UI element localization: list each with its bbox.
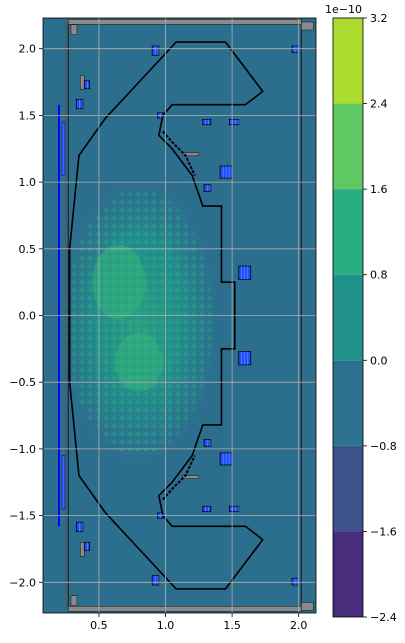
contour-field xyxy=(58,182,219,463)
colorbar-tick-label: 3.2 xyxy=(370,12,388,25)
colorbar-scale-label: 1e−10 xyxy=(325,3,362,16)
y-tick-label: −1.5 xyxy=(9,510,36,523)
colorbar: −2.4 −1.6 −0.8 0.0 0.8 1.6 2.4 3.2 1e−10 xyxy=(325,3,397,624)
y-tick-label: 1.0 xyxy=(19,176,37,189)
bottom-left-block xyxy=(70,595,78,606)
colorbar-tick-label: 0.8 xyxy=(370,269,388,282)
coil-19 xyxy=(291,577,300,586)
colorbar-tick-label: 0.0 xyxy=(370,354,388,367)
upper-pf-stack xyxy=(61,121,66,176)
y-tick-label: −2.0 xyxy=(9,576,36,589)
colorbar-tick-label: −0.8 xyxy=(370,440,397,453)
colorbar-band-2 xyxy=(333,360,363,446)
lower-pf-stack xyxy=(61,455,66,510)
coil-11 xyxy=(203,439,212,447)
colorbar-band-6 xyxy=(333,18,363,104)
coil-1 xyxy=(75,98,84,110)
coil-17 xyxy=(83,541,91,551)
grid-lines xyxy=(43,18,316,613)
x-axis-ticks: 0.5 1.0 1.5 2.0 xyxy=(90,613,307,632)
colorbar-tick-label: 1.6 xyxy=(370,183,388,196)
y-tick-label: −0.5 xyxy=(9,376,36,389)
y-tick-label: 1.5 xyxy=(19,109,37,122)
x-tick-label: 1.5 xyxy=(223,619,241,632)
colorbar-frame xyxy=(332,17,364,618)
colorbar-bands xyxy=(333,18,363,617)
coil-16 xyxy=(75,521,84,533)
y-tick-label: 0.0 xyxy=(19,310,37,323)
coil-0 xyxy=(151,45,160,56)
upper-port-strip xyxy=(79,75,85,90)
coil-2 xyxy=(83,80,91,90)
colorbar-tick-label: 2.4 xyxy=(370,98,388,111)
coil-13 xyxy=(202,505,212,513)
plot-area: 0.5 1.0 1.5 2.0 2.0 1.5 1.0 0.5 0.0 −0.5 −1.0 −1.5… xyxy=(9,17,317,632)
coil-6 xyxy=(291,45,300,54)
coil-5 xyxy=(229,118,240,126)
colorbar-tick-label: −2.4 xyxy=(370,611,397,624)
colorbar-band-4 xyxy=(333,189,363,275)
colorbar-band-1 xyxy=(333,445,363,532)
x-tick-label: 2.0 xyxy=(290,619,308,632)
upper-baffle xyxy=(182,152,200,157)
coil-8 xyxy=(203,184,212,192)
top-right-port xyxy=(301,21,314,31)
colorbar-band-5 xyxy=(333,103,363,190)
y-tick-label: 2.0 xyxy=(19,43,37,56)
x-tick-label: 0.5 xyxy=(90,619,108,632)
lower-port-strip xyxy=(79,541,85,557)
y-tick-label: −1.0 xyxy=(9,443,36,456)
top-plate xyxy=(68,19,302,25)
upper-divertor-chain xyxy=(162,130,196,176)
coil-group xyxy=(75,45,300,586)
coil-18 xyxy=(151,575,160,586)
lower-baffle xyxy=(182,475,200,479)
y-axis-ticks: 2.0 1.5 1.0 0.5 0.0 −0.5 −1.0 −1.5 −2.0 xyxy=(9,43,43,589)
first-wall-outline xyxy=(68,41,264,590)
vessel-structure xyxy=(57,19,314,612)
colorbar-band-3 xyxy=(333,274,363,361)
top-left-block xyxy=(70,24,78,35)
y-tick-label: 0.5 xyxy=(19,243,37,256)
coil-14 xyxy=(229,505,240,513)
x-tick-label: 1.0 xyxy=(157,619,175,632)
colorbar-ticks: −2.4 −1.6 −0.8 0.0 0.8 1.6 2.4 3.2 xyxy=(363,12,397,624)
coil-4 xyxy=(202,118,212,126)
field-mottle xyxy=(65,189,213,456)
lower-divertor-chain xyxy=(162,455,196,501)
colorbar-band-0 xyxy=(333,531,363,617)
bottom-right-port xyxy=(301,602,314,611)
colorbar-tick-label: −1.6 xyxy=(370,525,397,538)
bottom-plate xyxy=(68,606,302,612)
